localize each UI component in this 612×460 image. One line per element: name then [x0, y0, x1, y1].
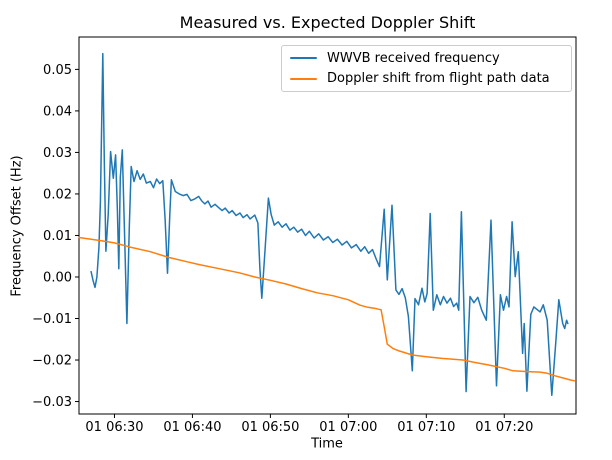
y-tick-label: 0.04 — [43, 104, 72, 119]
y-axis-label: Frequency Offset (Hz) — [9, 155, 25, 297]
x-tick-label: 01 07:10 — [397, 420, 455, 435]
x-tick-label: 01 07:20 — [475, 420, 533, 435]
y-tick-label: −0.03 — [32, 395, 72, 410]
y-tick-label: 0.00 — [43, 270, 72, 285]
y-tick-label: 0.02 — [43, 187, 72, 202]
y-tick-label: 0.03 — [43, 146, 72, 161]
x-tick-label: 01 07:00 — [319, 420, 377, 435]
legend-line-swatch — [290, 57, 317, 60]
legend-line-swatch — [290, 77, 317, 80]
axes-frame — [78, 36, 577, 415]
legend-item-wwvb: WWVB received frequency — [290, 48, 563, 68]
x-axis-label: Time — [311, 436, 343, 452]
series-line-wwvb — [90, 52, 569, 397]
y-tick-label: 0.01 — [43, 229, 72, 244]
legend-item-doppler: Doppler shift from flight path data — [290, 69, 563, 89]
x-tick-label: 01 06:50 — [241, 420, 299, 435]
x-tick-label: 01 06:40 — [163, 420, 221, 435]
y-tick-label: −0.02 — [32, 354, 72, 369]
legend-label: Doppler shift from flight path data — [327, 71, 550, 87]
legend-box: WWVB received frequency Doppler shift fro… — [281, 45, 572, 92]
y-tick-label: 0.05 — [43, 63, 72, 78]
y-tick-label: −0.01 — [32, 312, 72, 327]
legend-label: WWVB received frequency — [327, 50, 500, 66]
chart-title: Measured vs. Expected Doppler Shift — [179, 13, 476, 32]
series-line-doppler — [78, 236, 576, 382]
x-tick-label: 01 06:30 — [85, 420, 143, 435]
